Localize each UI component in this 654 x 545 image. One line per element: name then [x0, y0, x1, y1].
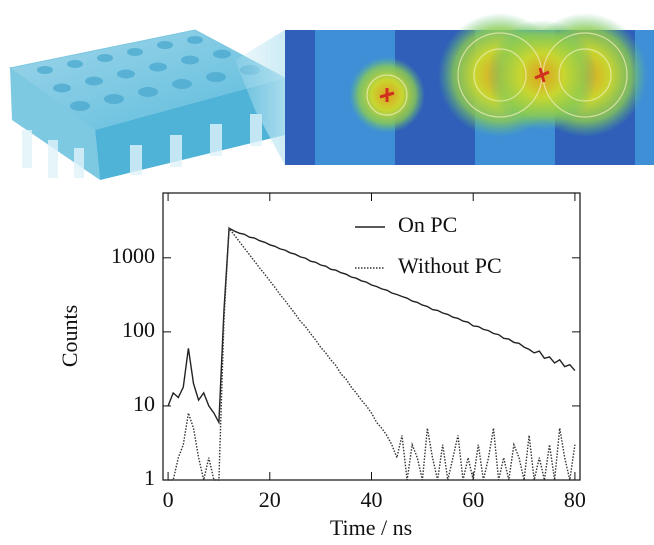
y-tick-label: 1000: [111, 243, 155, 268]
legend-label: On PC: [398, 212, 457, 237]
series-line: [168, 226, 576, 481]
series-line: [167, 227, 576, 425]
x-tick-label: 60: [462, 487, 484, 512]
y-tick-label: 1: [144, 465, 155, 490]
legend-label: Without PC: [398, 253, 502, 278]
y-tick-label: 10: [133, 391, 155, 416]
x-tick-label: 80: [564, 487, 586, 512]
x-tick-label: 40: [361, 487, 383, 512]
y-tick-label: 100: [122, 317, 155, 342]
y-axis-label: Counts: [57, 305, 82, 367]
illustration: [8, 13, 654, 180]
x-axis-label: Time / ns: [330, 515, 412, 540]
x-tick-label: 0: [163, 487, 174, 512]
x-tick-label: 20: [259, 487, 281, 512]
plot-frame: [162, 192, 581, 481]
